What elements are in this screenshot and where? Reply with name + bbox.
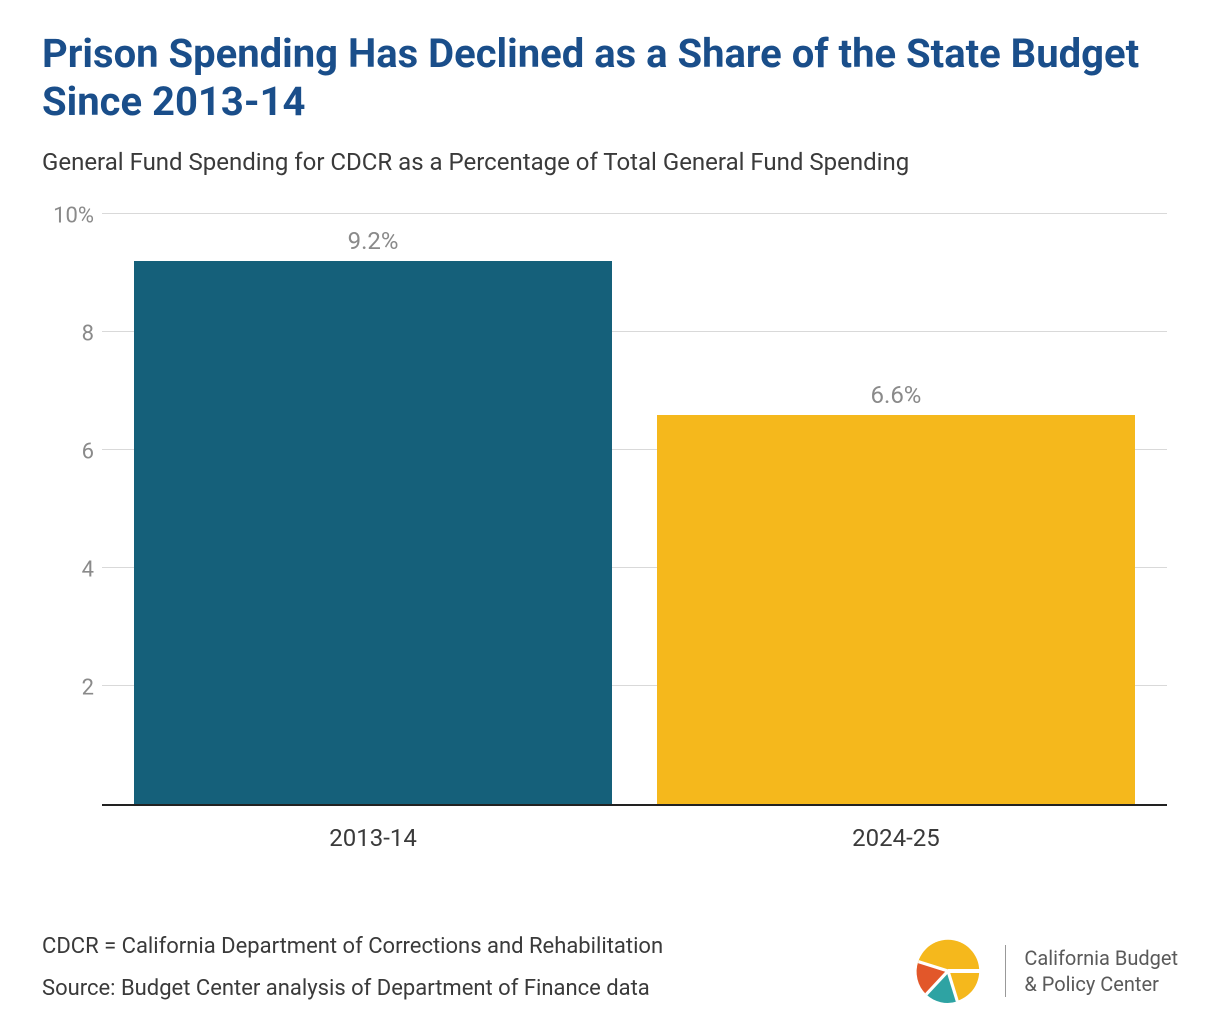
- logo-line-1: California Budget: [1024, 945, 1178, 971]
- y-axis-tick: 10%: [42, 204, 94, 229]
- footnote-source: Source: Budget Center analysis of Depart…: [42, 968, 663, 1010]
- y-axis-tick: 2: [42, 676, 94, 701]
- x-axis-tick: 2013-14: [329, 824, 417, 852]
- y-axis-tick: 4: [42, 558, 94, 583]
- logo-text: California Budget & Policy Center: [1005, 945, 1178, 997]
- chart-title: Prison Spending Has Declined as a Share …: [42, 30, 1178, 126]
- x-axis-tick: 2024-25: [852, 824, 940, 852]
- bar: 6.6%: [657, 415, 1135, 804]
- y-axis-tick: 6: [42, 440, 94, 465]
- footnotes: CDCR = California Department of Correcti…: [42, 926, 663, 1010]
- grid-line: [102, 213, 1167, 214]
- bar-value-label: 9.2%: [134, 227, 612, 255]
- bar: 9.2%: [134, 261, 612, 804]
- plot-region: 9.2%6.6%: [102, 216, 1167, 806]
- footer: CDCR = California Department of Correcti…: [42, 926, 1178, 1010]
- footnote-definition: CDCR = California Department of Correcti…: [42, 926, 663, 968]
- y-axis-tick: 8: [42, 322, 94, 347]
- chart-subtitle: General Fund Spending for CDCR as a Perc…: [42, 148, 1178, 176]
- bar-chart: 9.2%6.6% 246810% 2013-142024-25: [42, 206, 1172, 856]
- logo-line-2: & Policy Center: [1024, 971, 1178, 997]
- bar-value-label: 6.6%: [657, 381, 1135, 409]
